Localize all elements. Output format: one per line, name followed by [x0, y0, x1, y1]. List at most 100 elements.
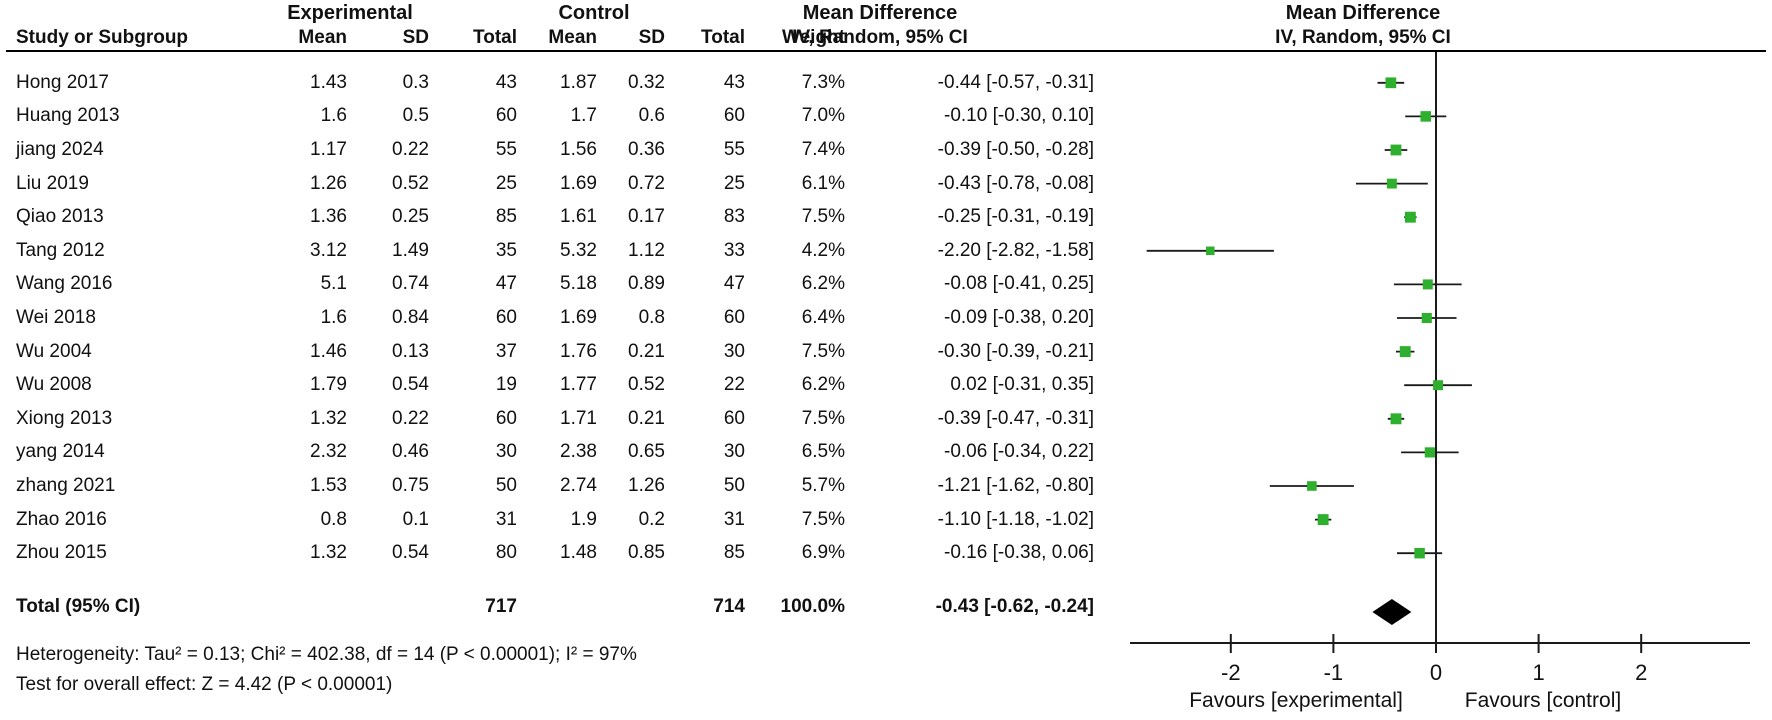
cell-mean_e: 1.6: [320, 306, 347, 328]
cell-weight: 5.7%: [801, 474, 845, 496]
effect-square: [1414, 547, 1425, 559]
axis-tick-label: -1: [1324, 660, 1344, 685]
cell-weight: 7.5%: [801, 508, 845, 530]
cell-mean_e: 1.17: [310, 138, 347, 160]
cell-study: Wang 2016: [16, 273, 113, 295]
total-ctl-n: 714: [713, 596, 745, 617]
cell-ci_text: -0.39 [-0.47, -0.31]: [937, 407, 1094, 429]
cell-study: Hong 2017: [16, 71, 109, 93]
cell-sd_c: 0.36: [628, 138, 665, 160]
mean-difference-header: Mean Difference: [802, 2, 958, 24]
cell-weight: 7.0%: [801, 105, 845, 127]
cell-mean_c: 1.76: [560, 340, 597, 362]
cell-mean_c: 5.32: [560, 239, 597, 261]
table-row: Wei 2018 1.6 0.84 60 1.69 0.8 60 6.4% -0.09 [-0.…: [0, 301, 1097, 335]
cell-sd_c: 0.72: [628, 172, 665, 194]
cell-total_e: 85: [495, 206, 517, 228]
effect-square: [1390, 413, 1402, 425]
table-row: zhang 2021 1.53 0.75 50 2.74 1.26 50 5.7% -1.21 …: [0, 469, 1097, 503]
table-row: Liu 2019 1.26 0.52 25 1.69 0.72 25 6.1% -0.43 [-…: [0, 167, 1097, 201]
cell-total_e: 19: [495, 374, 517, 396]
plot-method-header: IV, Random, 95% CI: [1275, 27, 1451, 48]
cell-total_c: 50: [723, 474, 745, 496]
cell-total_c: 22: [723, 374, 745, 396]
cell-weight: 6.4%: [801, 306, 845, 328]
summary-diamond: [1372, 599, 1412, 625]
cell-ci_text: -2.20 [-2.82, -1.58]: [937, 239, 1094, 261]
forest-plot-canvas: -2 -1 0 1 2 Favours [experimental] Favours [co…: [1130, 52, 1750, 712]
cell-total_c: 43: [723, 71, 745, 93]
effect-square: [1386, 178, 1397, 189]
cell-total_c: 33: [723, 239, 745, 261]
col-mean-e-header: Mean: [298, 27, 347, 48]
cell-sd_e: 0.13: [392, 340, 429, 362]
cell-mean_c: 2.38: [560, 441, 597, 463]
table-row: Zhao 2016 0.8 0.1 31 1.9 0.2 31 7.5% -1.10 [-1.1…: [0, 503, 1097, 537]
total-exp-n: 717: [485, 596, 517, 617]
effect-square: [1307, 481, 1317, 491]
cell-ci_text: -0.43 [-0.78, -0.08]: [937, 172, 1094, 194]
cell-ci_text: -0.06 [-0.34, 0.22]: [944, 441, 1094, 463]
cell-weight: 6.2%: [801, 273, 845, 295]
effect-square: [1404, 211, 1416, 223]
study-rows: Hong 2017 1.43 0.3 43 1.87 0.32 43 7.3% -0.44 [-…: [0, 66, 1097, 570]
cell-sd_c: 0.65: [628, 441, 665, 463]
cell-mean_c: 1.48: [560, 542, 597, 564]
cell-mean_e: 2.32: [310, 441, 347, 463]
table-row: Zhou 2015 1.32 0.54 80 1.48 0.85 85 6.9% -0.16 […: [0, 536, 1097, 570]
table-row: Tang 2012 3.12 1.49 35 5.32 1.12 33 4.2% -2.20 […: [0, 234, 1097, 268]
header-divider: [6, 50, 1766, 52]
cell-total_e: 31: [495, 508, 517, 530]
cell-weight: 7.5%: [801, 206, 845, 228]
cell-ci_text: 0.02 [-0.31, 0.35]: [950, 374, 1094, 396]
favours-right-label: Favours [control]: [1465, 689, 1621, 712]
cell-mean_c: 1.69: [560, 306, 597, 328]
cell-mean_c: 1.71: [560, 407, 597, 429]
cell-ci_text: -0.10 [-0.30, 0.10]: [944, 105, 1094, 127]
cell-total_c: 85: [723, 542, 745, 564]
cell-mean_e: 1.79: [310, 374, 347, 396]
effect-square: [1399, 346, 1411, 358]
col-total-c-header: Total: [701, 27, 745, 48]
cell-study: zhang 2021: [16, 474, 116, 496]
cell-ci_text: -0.09 [-0.38, 0.20]: [944, 306, 1094, 328]
table-row: jiang 2024 1.17 0.22 55 1.56 0.36 55 7.4% -0.39 …: [0, 133, 1097, 167]
cell-weight: 7.4%: [801, 138, 845, 160]
cell-weight: 6.2%: [801, 374, 845, 396]
effect-square: [1420, 111, 1432, 122]
col-mean-c-header: Mean: [548, 27, 597, 48]
cell-total_c: 55: [723, 138, 745, 160]
total-weight: 100.0%: [780, 596, 845, 617]
table-row: Qiao 2013 1.36 0.25 85 1.61 0.17 83 7.5% -0.25 […: [0, 200, 1097, 234]
effect-square: [1422, 279, 1433, 290]
cell-mean_c: 1.69: [560, 172, 597, 194]
cell-mean_c: 5.18: [560, 273, 597, 295]
cell-study: Liu 2019: [16, 172, 89, 194]
cell-total_e: 60: [495, 407, 517, 429]
cell-total_e: 35: [495, 239, 517, 261]
cell-total_c: 60: [723, 105, 745, 127]
cell-sd_e: 0.25: [392, 206, 429, 228]
table-row: Hong 2017 1.43 0.3 43 1.87 0.32 43 7.3% -0.44 [-…: [0, 66, 1097, 100]
cell-study: Wei 2018: [16, 306, 96, 328]
cell-ci_text: -0.08 [-0.41, 0.25]: [944, 273, 1094, 295]
cell-total_c: 30: [723, 441, 745, 463]
cell-total_e: 50: [495, 474, 517, 496]
cell-mean_c: 2.74: [560, 474, 597, 496]
cell-ci_text: -0.44 [-0.57, -0.31]: [937, 71, 1094, 93]
cell-sd_c: 0.6: [638, 105, 665, 127]
total-row: Total (95% CI) 717 714 100.0% -0.43 [-0.…: [0, 596, 1097, 629]
total-ci-text: -0.43 [-0.62, -0.24]: [935, 596, 1094, 617]
cell-total_c: 31: [723, 508, 745, 530]
cell-total_c: 47: [723, 273, 745, 295]
cell-sd_c: 0.21: [628, 340, 665, 362]
table-row: yang 2014 2.32 0.46 30 2.38 0.65 30 6.5% -0.06 […: [0, 436, 1097, 470]
cell-sd_e: 0.52: [392, 172, 429, 194]
cell-weight: 6.9%: [801, 542, 845, 564]
axis-tick-label: 2: [1635, 660, 1647, 685]
effect-square: [1421, 312, 1432, 324]
cell-mean_c: 1.56: [560, 138, 597, 160]
col-sd-e-header: SD: [402, 27, 429, 48]
cell-ci_text: -0.30 [-0.39, -0.21]: [937, 340, 1094, 362]
